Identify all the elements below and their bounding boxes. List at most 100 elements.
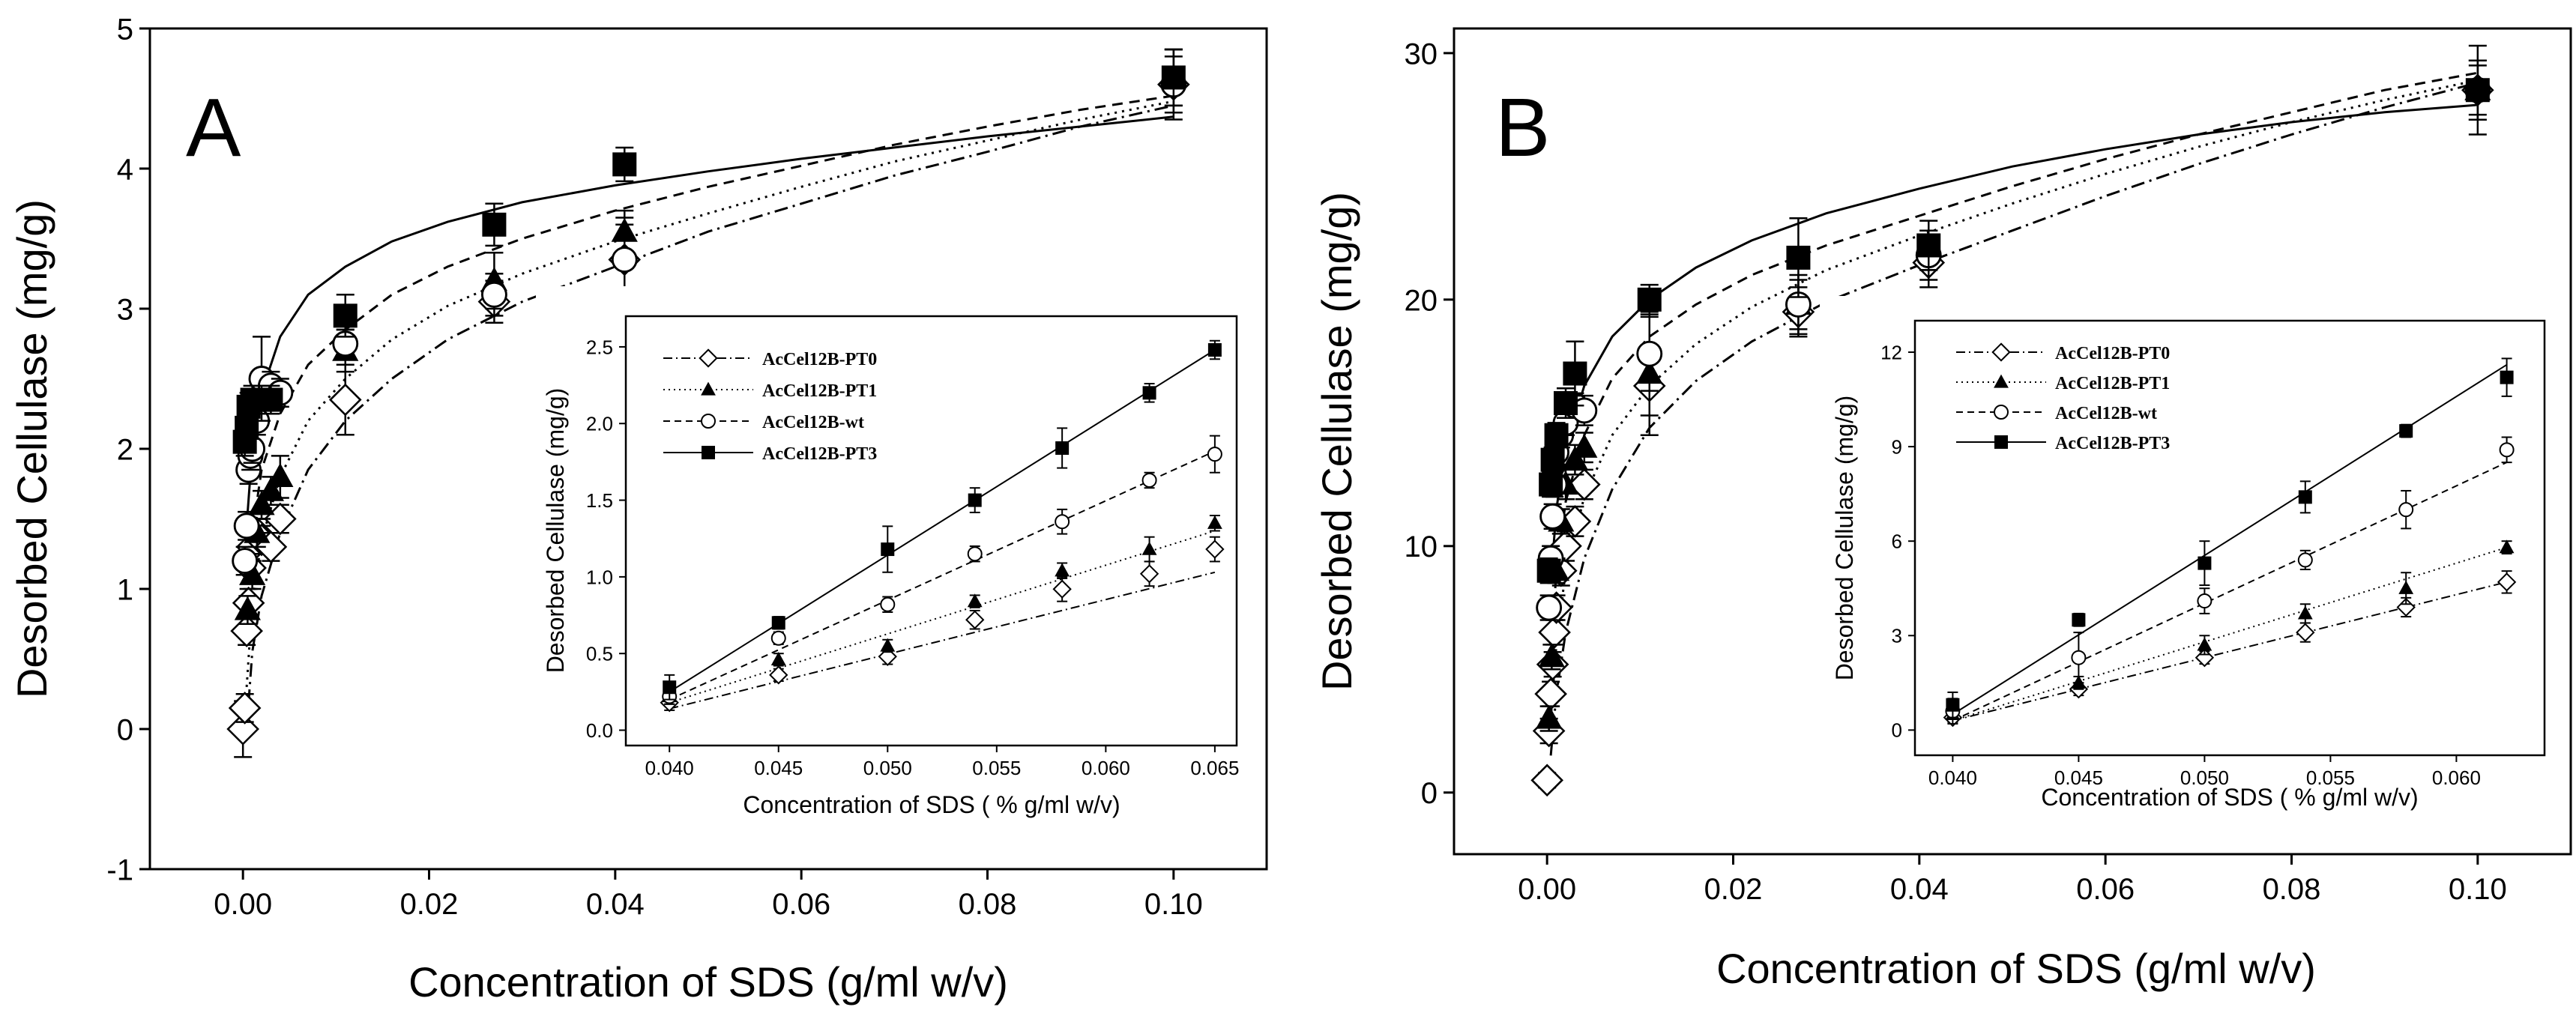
x-tick-label: 0.06 [772, 888, 830, 921]
legend-label: AcCel12B-wt [2055, 404, 2157, 423]
fit-line-accel12b-wt [669, 450, 1216, 701]
data-point-accel12b-pt3 [2500, 370, 2514, 384]
legend-marker [1994, 374, 2009, 388]
data-point-accel12b-pt1 [770, 652, 786, 666]
fit-line-accel12b-pt1 [1952, 546, 2507, 722]
panel-a-x-axis-title: Concentration of SDS (g/ml w/v) [408, 958, 1008, 1006]
data-point-accel12b-pt1 [1538, 643, 1565, 668]
x-tick-label: 0.00 [214, 888, 272, 921]
panel-b-inset-data-points [1943, 357, 2517, 728]
fit-line-accel12b-wt [245, 94, 1174, 617]
panel-a-inset-x-axis-title: Concentration of SDS ( % g/ml w/v) [743, 791, 1120, 818]
data-point-accel12b-wt [1539, 503, 1566, 530]
data-point-accel12b-wt [1636, 340, 1663, 367]
data-point-accel12b-wt [480, 281, 507, 308]
data-point-accel12b-pt3 [2399, 424, 2413, 438]
data-point-accel12b-pt3 [612, 152, 637, 177]
data-point-accel12b-wt [2499, 442, 2515, 458]
data-point-accel12b-wt [2297, 552, 2313, 568]
x-tick-label: 0.08 [959, 888, 1017, 921]
y-tick-label: -1 [106, 853, 133, 886]
data-point-accel12b-pt0 [2497, 572, 2517, 592]
legend-marker [701, 414, 716, 429]
data-point-accel12b-wt [2398, 502, 2414, 518]
fit-line-accel12b-wt [1952, 462, 2508, 722]
fit-line-accel12b-pt0 [245, 104, 1174, 730]
fit-line-accel12b-pt0 [669, 571, 1216, 710]
data-point-accel12b-pt0 [2296, 623, 2315, 642]
data-point-accel12b-pt3 [1540, 447, 1565, 472]
x-tick-label: 0.040 [645, 757, 694, 779]
data-point-accel12b-pt3 [1161, 65, 1186, 90]
data-point-accel12b-pt3 [1539, 472, 1563, 497]
x-tick-label: 0.10 [2449, 873, 2507, 906]
data-point-accel12b-pt1 [267, 463, 294, 487]
data-point-accel12b-pt1 [1571, 433, 1598, 458]
y-tick-label: 10 [1405, 530, 1438, 563]
data-point-accel12b-pt3 [1142, 386, 1156, 400]
legend-label: AcCel12B-PT0 [2055, 344, 2170, 363]
x-tick-label: 0.06 [2076, 873, 2135, 906]
fit-line-accel12b-pt1 [669, 530, 1216, 704]
data-point-accel12b-pt1 [1536, 704, 1563, 729]
data-point-accel12b-wt [1141, 472, 1157, 488]
fit-line-accel12b-pt3 [245, 115, 1174, 526]
data-point-accel12b-pt1 [248, 491, 275, 515]
data-point-accel12b-wt [880, 596, 896, 612]
y-tick-label: 0.5 [586, 643, 613, 665]
data-point-accel12b-pt3 [771, 616, 785, 630]
x-tick-label: 0.045 [2054, 766, 2103, 789]
y-tick-label: 0 [1892, 719, 1902, 742]
panel-a-y-axis-title: Desorbed Cellulase (mg/g) [8, 199, 55, 698]
x-tick-label: 0.050 [863, 757, 912, 779]
data-point-accel12b-pt3 [1544, 423, 1569, 447]
panel-a-inset-legend: AcCel12B-PT0 AcCel12B-PT1 AcCel12B-wt AcCel… [663, 348, 877, 464]
data-point-accel12b-pt3 [2072, 613, 2086, 627]
legend-marker [1991, 342, 2011, 362]
data-point-accel12b-pt0 [228, 692, 262, 725]
legend-label: AcCel12B-PT1 [762, 381, 877, 401]
data-point-accel12b-wt [611, 247, 638, 273]
panel-b-inset: Concentration of SDS ( % g/ml w/v) Desor… [1820, 296, 2558, 820]
fit-line-accel12b-pt1 [1549, 79, 2479, 719]
x-tick-label: 0.055 [2306, 766, 2355, 789]
x-tick-label: 0.08 [2263, 873, 2321, 906]
data-point-accel12b-wt [232, 548, 259, 575]
data-point-accel12b-pt3 [1637, 287, 1662, 312]
panel-b-y-axis-title: Desorbed Cellulase (mg/g) [1313, 192, 1360, 691]
legend-marker [702, 446, 715, 459]
data-point-accel12b-pt0 [2195, 648, 2215, 668]
data-point-accel12b-pt1 [2499, 539, 2515, 554]
data-point-accel12b-pt3 [235, 415, 259, 440]
x-tick-label: 0.040 [1928, 766, 1977, 789]
y-tick-label: 9 [1892, 435, 1902, 458]
fit-line-accel12b-pt3 [1952, 363, 2508, 716]
data-point-accel12b-wt [967, 546, 983, 562]
x-tick-label: 0.060 [1082, 757, 1130, 779]
data-point-accel12b-pt3 [1055, 441, 1070, 455]
panel-b-inset-legend: AcCel12B-PT0 AcCel12B-PT1 AcCel12B-wt AcCel… [1956, 342, 2170, 453]
x-tick-label: 0.04 [1890, 873, 1949, 906]
data-point-accel12b-pt1 [1141, 541, 1157, 555]
data-point-accel12b-pt1 [238, 560, 266, 585]
panel-b-plot-frame [1453, 27, 2572, 856]
panel-a-inset-backdrop [536, 286, 1255, 758]
panel-b-inset-x-axis-title: Concentration of SDS ( % g/ml w/v) [2041, 784, 2418, 811]
fit-line-accel12b-pt0 [1952, 581, 2507, 722]
data-point-accel12b-pt0 [1205, 539, 1225, 559]
data-point-accel12b-pt3 [1946, 698, 1960, 712]
panel-b-x-axis-title: Concentration of SDS (g/ml w/v) [1716, 945, 2316, 992]
y-tick-label: 1.0 [586, 566, 613, 588]
data-point-accel12b-pt1 [2297, 605, 2313, 620]
data-point-accel12b-pt3 [2298, 490, 2312, 504]
y-tick-label: 3 [117, 293, 133, 326]
data-point-accel12b-pt3 [1563, 361, 1587, 386]
x-tick-label: 0.10 [1144, 888, 1203, 921]
data-point-accel12b-pt3 [1207, 343, 1222, 357]
panel-b-letter: B [1495, 82, 1550, 174]
data-point-accel12b-pt0 [1139, 564, 1159, 584]
data-point-accel12b-pt0 [328, 383, 362, 417]
data-point-accel12b-pt1 [967, 593, 983, 608]
panel-b-inset-axis-ticks: 0.040 0.045 0.050 0.055 0.060 0 3 6 9 12 [1880, 341, 2481, 789]
